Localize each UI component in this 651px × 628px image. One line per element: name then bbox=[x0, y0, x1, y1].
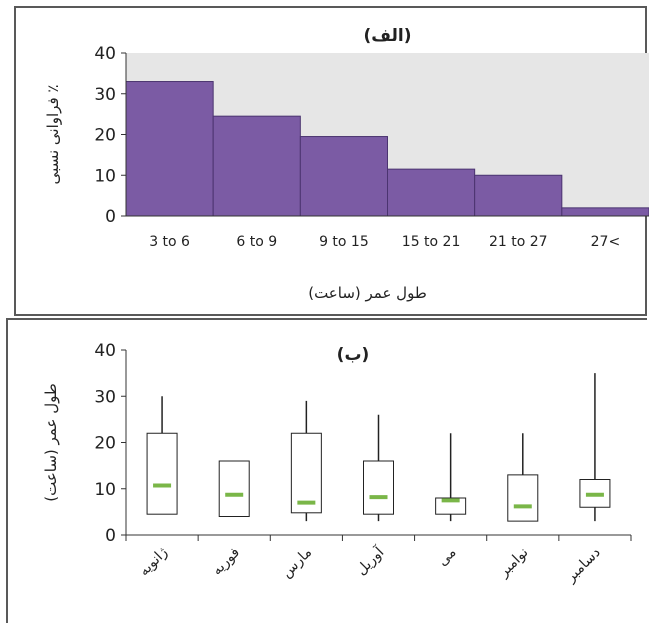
y-tick-label: 0 bbox=[105, 526, 116, 546]
box bbox=[218, 460, 250, 517]
x-tick-label: 27< bbox=[591, 234, 621, 250]
box bbox=[363, 460, 394, 515]
y-tick-label: 40 bbox=[94, 44, 116, 64]
x-tick-label: ژانویه bbox=[136, 544, 171, 579]
x-tick-label: نوامبر bbox=[495, 545, 531, 581]
bar bbox=[125, 81, 214, 217]
x-tick-label: 3 to 6 bbox=[149, 234, 190, 250]
y-tick-label: 30 bbox=[94, 387, 116, 407]
x-tick-label: 9 to 15 bbox=[319, 234, 369, 250]
y-tick-label: 30 bbox=[94, 85, 116, 105]
box bbox=[146, 432, 178, 515]
bar bbox=[299, 136, 389, 217]
x-tick-label: 6 to 9 bbox=[236, 234, 277, 250]
box bbox=[290, 432, 322, 514]
bar bbox=[474, 174, 563, 217]
x-tick-label: مارس bbox=[279, 545, 316, 582]
y-tick-label: 20 bbox=[94, 434, 116, 454]
x-tick-label: می bbox=[435, 545, 460, 570]
x-tick-label: دسامبر bbox=[562, 545, 603, 586]
chart-title: (ب) bbox=[337, 345, 370, 365]
y-tick-label: 40 bbox=[94, 341, 116, 361]
box bbox=[507, 474, 539, 522]
y-tick-label: 10 bbox=[94, 166, 116, 186]
x-tick-label: فوریه bbox=[209, 545, 243, 579]
y-tick-label: 20 bbox=[94, 126, 116, 146]
y-axis-title: طول عمر (ساعت) bbox=[42, 383, 60, 502]
bar bbox=[212, 115, 301, 217]
x-axis-title: طول عمر (ساعت) bbox=[308, 284, 427, 302]
x-tick-label: 15 to 21 bbox=[402, 234, 461, 250]
chart-a: 0 10 20 30 40 3 to 6 6 to 9 9 to 15 15 to 21 21 t… bbox=[44, 26, 649, 302]
x-tick-label: آوریل bbox=[353, 543, 388, 578]
chart-title: (الف) bbox=[363, 26, 411, 46]
bar bbox=[561, 207, 649, 217]
chart-b: 0 10 20 30 40 ژانویه فوریه مارس آوریل می نوامبر دسا… bbox=[42, 341, 632, 586]
y-tick-label: 10 bbox=[94, 480, 116, 500]
y-axis-title: فراوانی نسبی ٪ bbox=[44, 85, 62, 185]
bar bbox=[387, 168, 476, 217]
chart-a-panel: 0 10 20 30 40 3 to 6 6 to 9 9 to 15 15 to 21 21 t… bbox=[14, 6, 649, 316]
x-tick-label: 21 to 27 bbox=[489, 234, 548, 250]
y-tick-label: 0 bbox=[105, 207, 116, 227]
chart-b-panel: 0 10 20 30 40 ژانویه فوریه مارس آوریل می نوامبر دسا… bbox=[6, 318, 647, 623]
